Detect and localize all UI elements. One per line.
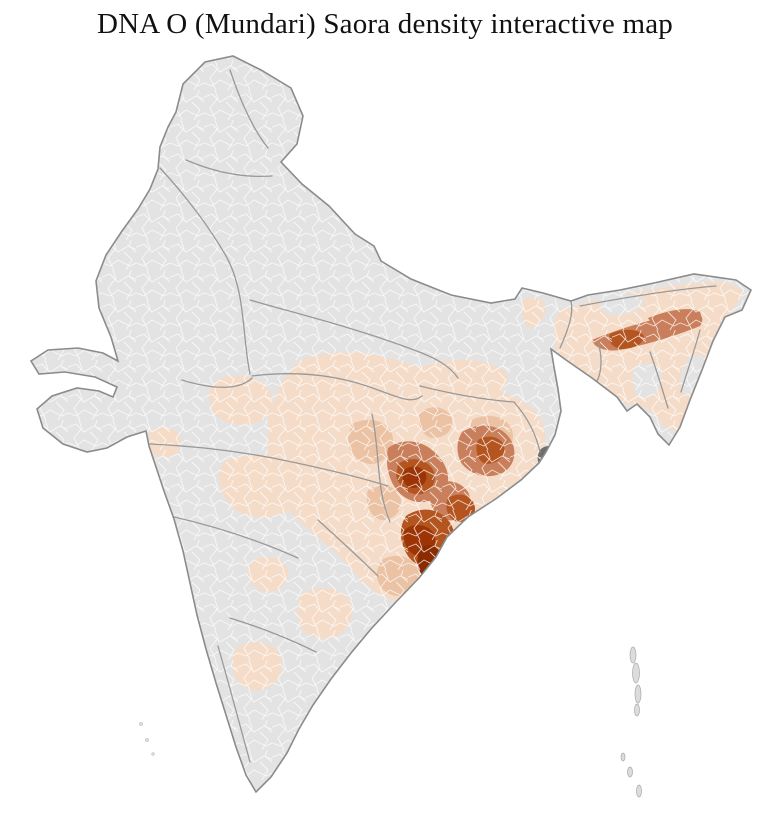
region-northeast[interactable] [553, 282, 744, 431]
lakshadweep-islands[interactable] [139, 722, 155, 756]
nicobar-islands[interactable] [620, 752, 642, 798]
region-mp-bridge[interactable] [268, 400, 336, 441]
andaman-islands[interactable] [629, 646, 642, 717]
state-borders [149, 69, 717, 763]
district-no-data-dark[interactable] [537, 446, 560, 471]
india-country-outline [29, 55, 753, 794]
page-title: DNA O (Mundari) Saora density interactiv… [97, 8, 673, 40]
region-west-mp[interactable] [209, 375, 273, 425]
